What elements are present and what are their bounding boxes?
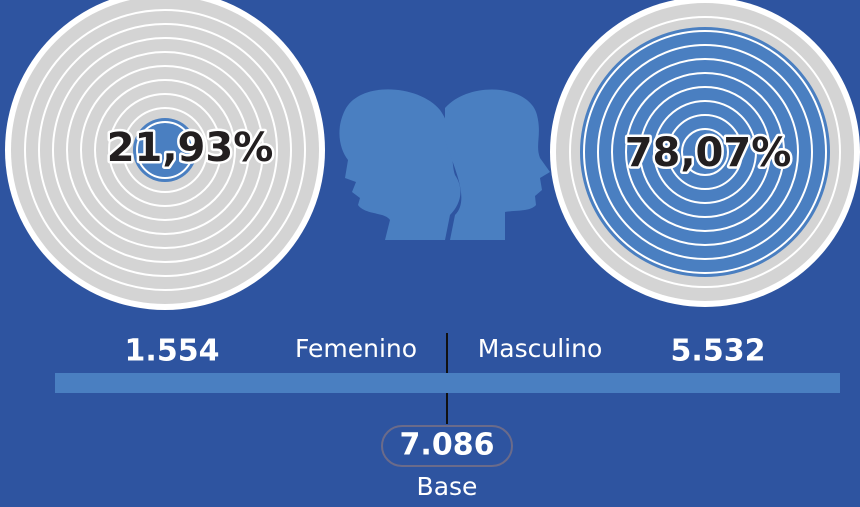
ring — [580, 27, 830, 277]
ring — [66, 51, 264, 249]
ring — [625, 72, 785, 232]
ring — [52, 37, 278, 263]
right-percent: 78,07% — [625, 130, 792, 176]
ring — [80, 65, 250, 235]
base-bar — [55, 373, 840, 393]
ring — [569, 16, 841, 288]
ring — [133, 118, 197, 182]
left-count: 1.554 — [125, 334, 220, 369]
right-label: Masculino — [478, 334, 603, 363]
left-label: Femenino — [295, 334, 417, 363]
right-circle — [550, 0, 860, 307]
ring — [136, 121, 194, 179]
total-label: Base — [417, 472, 478, 501]
ring — [681, 128, 729, 176]
total-count: 7.086 — [400, 428, 495, 463]
ring — [653, 100, 757, 204]
silhouettes — [339, 89, 550, 240]
left-percent: 21,93% — [107, 125, 274, 171]
ring — [38, 23, 292, 277]
ring — [639, 86, 771, 218]
ring — [667, 114, 743, 190]
ring — [94, 79, 236, 221]
ring — [108, 93, 222, 207]
ring — [24, 9, 306, 291]
right-count: 5.532 — [671, 334, 766, 369]
ring — [122, 107, 208, 193]
ring — [597, 44, 813, 260]
total-oval — [381, 425, 513, 467]
left-circle — [5, 0, 325, 310]
ring — [583, 30, 827, 274]
ring — [611, 58, 799, 246]
